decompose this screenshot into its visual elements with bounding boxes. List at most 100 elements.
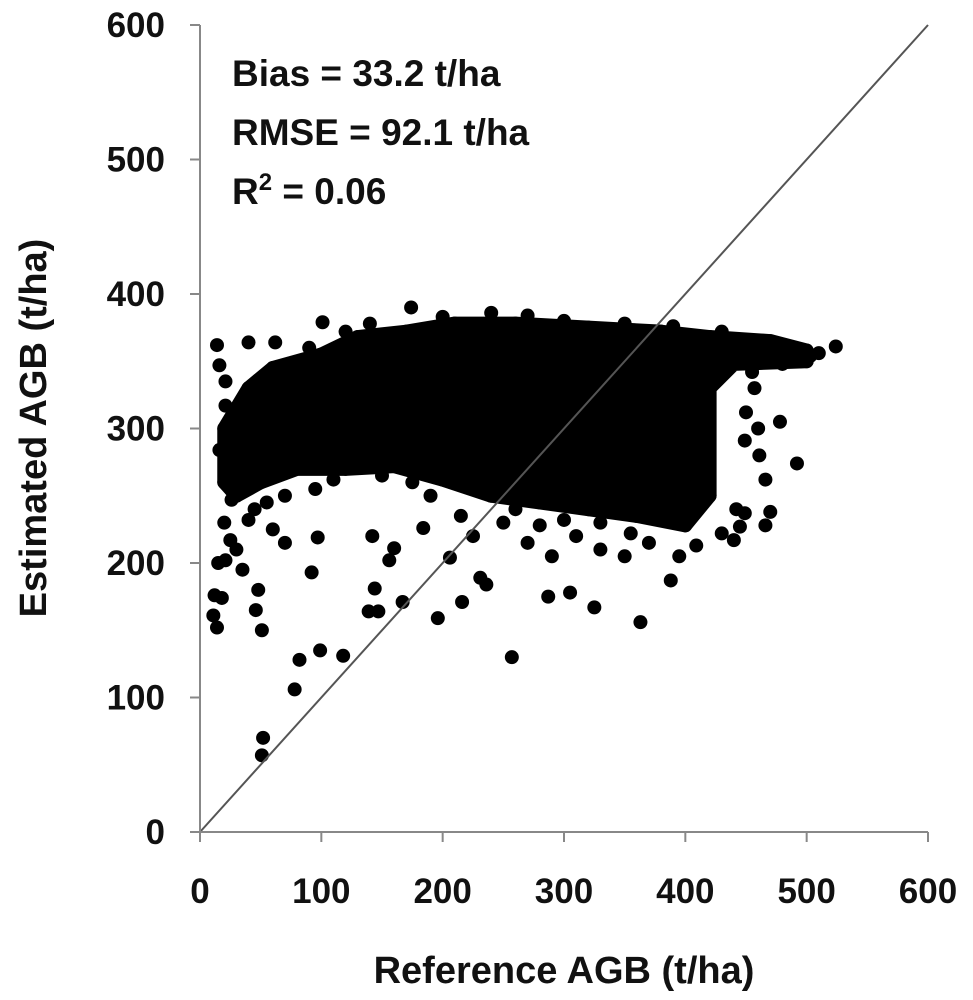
data-point xyxy=(435,309,450,324)
data-point xyxy=(775,356,790,371)
data-point xyxy=(745,365,760,380)
data-point xyxy=(336,648,351,663)
data-point xyxy=(277,535,292,550)
data-point xyxy=(484,488,499,503)
data-point xyxy=(763,504,778,519)
data-point xyxy=(241,381,256,396)
data-point xyxy=(623,526,638,541)
data-point xyxy=(793,354,808,369)
data-point xyxy=(361,604,376,619)
data-point xyxy=(338,324,353,339)
data-point xyxy=(508,502,523,517)
data-point xyxy=(747,381,762,396)
data-point xyxy=(581,502,596,517)
data-point xyxy=(265,360,280,375)
y-tick-label: 300 xyxy=(107,410,165,449)
data-point xyxy=(310,530,325,545)
ticks: 0 100 200 300 400 500 600 0 100 200 300 400 500 600 xyxy=(107,6,958,911)
y-axis-label: Estimated AGB (t/ha) xyxy=(13,239,55,618)
x-tick-label: 400 xyxy=(656,872,714,911)
data-point xyxy=(241,335,256,350)
data-point xyxy=(367,581,382,596)
data-point xyxy=(763,336,778,351)
data-point xyxy=(256,730,271,745)
data-point xyxy=(828,339,843,354)
data-point xyxy=(229,542,244,557)
data-point xyxy=(211,556,226,570)
y-tick-label: 100 xyxy=(107,679,165,718)
data-point xyxy=(326,472,341,487)
data-point xyxy=(233,472,248,487)
data-point xyxy=(729,502,744,517)
data-point xyxy=(423,488,438,503)
data-point xyxy=(532,495,547,510)
data-point xyxy=(726,356,741,371)
data-point xyxy=(248,603,263,618)
r2-prefix: R xyxy=(232,171,259,212)
data-point xyxy=(758,518,773,533)
data-point xyxy=(557,512,571,527)
data-point xyxy=(617,549,632,564)
data-point xyxy=(237,443,252,458)
data-point xyxy=(206,608,221,623)
data-point xyxy=(689,538,704,553)
data-point xyxy=(350,330,365,345)
data-point xyxy=(287,682,302,697)
data-point xyxy=(304,565,319,580)
x-tick-label: 500 xyxy=(777,872,835,911)
data-point xyxy=(772,414,787,429)
data-point xyxy=(758,472,773,487)
data-point xyxy=(247,502,262,517)
data-point xyxy=(435,472,450,487)
data-point xyxy=(382,553,397,568)
data-point xyxy=(593,515,608,530)
bias-annotation: Bias = 33.2 t/ha xyxy=(232,53,501,94)
data-point xyxy=(259,495,274,510)
data-point xyxy=(617,316,632,331)
data-point xyxy=(532,518,547,533)
r2-value: = 0.06 xyxy=(272,171,386,212)
data-point xyxy=(375,468,389,483)
x-tick-label: 100 xyxy=(292,872,350,911)
y-tick-label: 400 xyxy=(107,275,165,314)
data-point xyxy=(338,461,353,476)
r2-superscript: 2 xyxy=(259,169,272,196)
data-point xyxy=(633,615,648,630)
data-point xyxy=(726,533,741,548)
data-point xyxy=(581,320,596,335)
data-point xyxy=(520,308,535,323)
data-point xyxy=(714,324,729,339)
data-point xyxy=(593,542,608,557)
data-point xyxy=(453,508,468,523)
y-tick-label: 200 xyxy=(107,544,165,583)
data-point xyxy=(251,582,266,597)
data-point xyxy=(212,358,227,373)
data-point xyxy=(508,316,523,331)
data-point xyxy=(654,324,669,339)
data-point xyxy=(732,340,747,355)
data-point xyxy=(739,405,753,420)
data-point xyxy=(690,502,705,517)
data-point xyxy=(268,335,283,350)
data-point xyxy=(218,398,233,413)
data-point xyxy=(629,508,644,523)
dense-point-cloud xyxy=(217,316,814,533)
data-point xyxy=(520,535,535,550)
x-tick-label: 300 xyxy=(535,872,593,911)
data-point xyxy=(217,515,232,530)
data-point xyxy=(362,316,377,331)
data-point xyxy=(404,300,419,315)
data-point xyxy=(217,475,232,490)
x-tick-label: 0 xyxy=(190,872,209,911)
r2-annotation: R2 = 0.06 xyxy=(232,169,386,212)
data-point xyxy=(479,577,494,592)
data-point xyxy=(702,381,717,396)
data-point xyxy=(290,461,305,476)
data-point xyxy=(504,650,519,665)
data-point xyxy=(496,515,511,530)
plot-area xyxy=(199,24,929,833)
data-point xyxy=(752,448,767,463)
data-point xyxy=(224,492,239,507)
x-tick-label: 200 xyxy=(413,872,471,911)
data-point xyxy=(587,600,602,615)
